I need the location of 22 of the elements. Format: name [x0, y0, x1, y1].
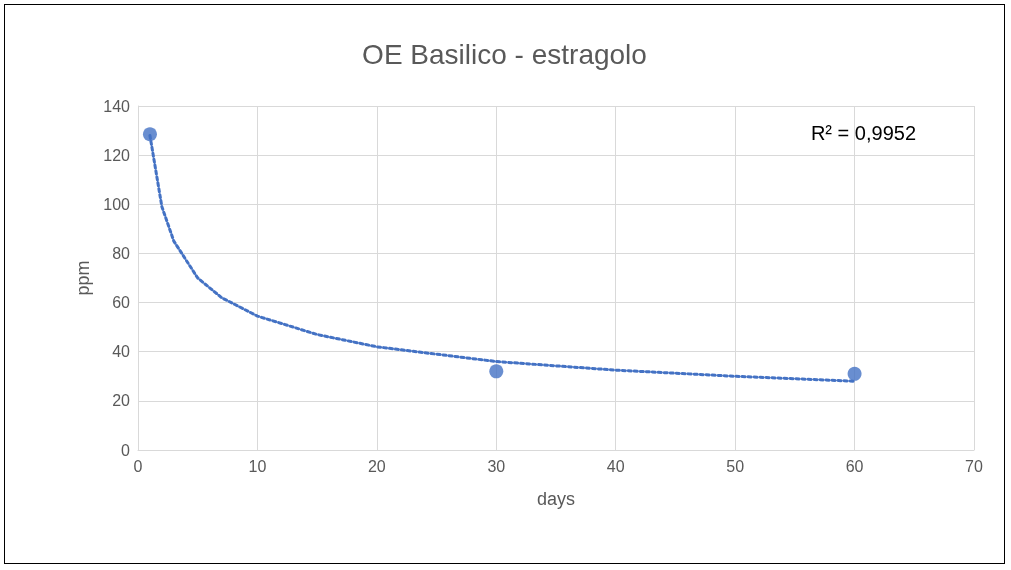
y-tick-label: 60: [112, 294, 131, 312]
y-tick-label: 100: [103, 195, 131, 213]
x-axis-title: days: [536, 489, 576, 509]
x-tick-label: 40: [606, 457, 625, 475]
x-tick-label: 30: [487, 457, 506, 475]
x-tick-label: 10: [248, 457, 267, 475]
x-tick-label: 70: [965, 457, 983, 475]
x-tick-label: 50: [726, 457, 745, 475]
y-tick-label: 80: [112, 244, 131, 262]
y-axis-title: ppm: [73, 260, 94, 296]
y-tick-label: 140: [103, 97, 131, 115]
y-tick-label: 20: [112, 392, 131, 410]
point: [847, 366, 862, 381]
annotation: R² = 0,9952: [810, 122, 917, 144]
x-tick-label: 0: [133, 457, 143, 475]
x-tick-label: 60: [845, 457, 864, 475]
point: [489, 364, 504, 379]
y-tick-label: 0: [121, 441, 131, 459]
y-tick-label: 120: [103, 146, 131, 164]
y-tick-label: 40: [112, 343, 131, 361]
x-tick-label: 20: [367, 457, 386, 475]
chart-title: OE Basilico - estragolo: [362, 38, 647, 70]
